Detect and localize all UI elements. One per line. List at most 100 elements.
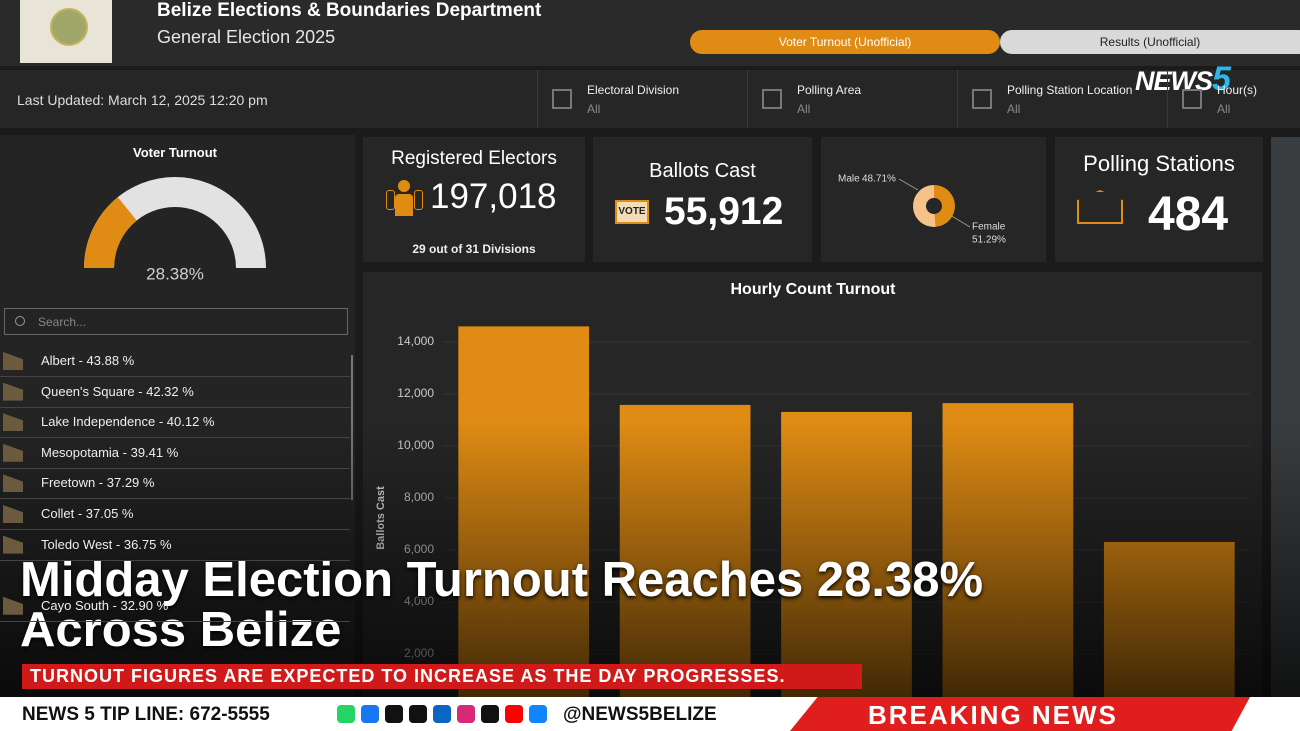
division-label: Freetown - 37.29 %: [41, 475, 155, 491]
logo-number: 5: [1212, 60, 1231, 98]
pie-category: Female: [972, 222, 1006, 233]
gauge-value: [84, 197, 138, 269]
social-icon: [433, 705, 451, 723]
pie-value-label: 51.29%: [972, 235, 1006, 246]
division-label: Mesopotamia - 39.41 %: [41, 444, 179, 460]
filter[interactable]: Hour(s) All: [1167, 70, 1300, 128]
filter-value: All: [587, 102, 601, 116]
division-label: Collet - 37.05 %: [41, 506, 134, 521]
division-label: Queen's Square - 42.32 %: [41, 383, 194, 399]
seal: [50, 8, 88, 46]
card-note: 29 out of 31 Divisions: [412, 242, 536, 256]
social-icon: [337, 705, 355, 723]
filter-icon: [762, 89, 782, 109]
people-icon: [386, 180, 423, 216]
filter-icon: [972, 89, 992, 109]
social-icon: [505, 705, 523, 723]
division-item[interactable]: Queen's Square - 42.32 %: [0, 377, 350, 408]
filter-label: Electoral Division: [587, 83, 680, 97]
filter-value: All: [797, 102, 811, 116]
division-label: Albert - 43.88 %: [41, 353, 135, 368]
folder-icon: [3, 596, 23, 615]
search-placeholder: Search...: [38, 315, 87, 329]
vote-icon: VOTE: [615, 200, 649, 224]
filter-icon: [552, 89, 572, 109]
social-icon: [361, 705, 379, 723]
card-ballots: [593, 137, 812, 262]
header-title: Belize Elections & Boundaries Department: [157, 0, 542, 21]
social-icon: [385, 705, 403, 723]
folder-icon: [3, 535, 23, 554]
filter-value: All: [1007, 102, 1021, 116]
last-updated: Last Updated: March 12, 2025 12:20 pm: [17, 92, 268, 108]
card-value: 55,912: [664, 190, 784, 233]
division-item[interactable]: Collet - 37.05 %: [0, 499, 350, 530]
headline-line: Midday Election Turnout Reaches 28.38%: [20, 553, 984, 607]
filter-bar: [0, 70, 1300, 128]
icon-part: [414, 190, 423, 210]
headline: Midday Election Turnout Reaches 28.38% A…: [20, 555, 983, 655]
gauge-title: Voter Turnout: [132, 145, 217, 160]
building-icon: [1077, 190, 1123, 224]
folder-icon: [3, 352, 23, 370]
card-gender: [821, 137, 1046, 262]
division-item[interactable]: Cayo South - 32.90 %: [0, 591, 350, 622]
chart-title: Hourly Count Turnout: [731, 281, 897, 298]
division-item[interactable]: Freetown - 37.29 %: [0, 468, 350, 500]
card-value: 197,018: [430, 177, 557, 216]
filter-icon: [1182, 89, 1202, 109]
filter-label: Hour(s): [1217, 83, 1258, 97]
folder-icon: [3, 474, 23, 493]
folder-icon: [3, 443, 23, 462]
tip-line: NEWS 5 TIP LINE: 672-5555: [22, 704, 270, 725]
pie-slice: [913, 185, 936, 227]
division-item[interactable]: Toledo West - 36.75 %: [0, 530, 350, 561]
pie-slice: [934, 185, 956, 227]
banner: BREAKING NEWS: [868, 700, 1118, 730]
tab-active[interactable]: Voter Turnout (Unofficial): [690, 30, 1000, 54]
department-logo: [20, 0, 112, 63]
filter-value: All: [1217, 102, 1231, 116]
search-icon: [15, 316, 25, 326]
card-stations: [1055, 137, 1263, 262]
banner-bg: [790, 697, 1250, 731]
filter[interactable]: Polling Station Location All: [957, 70, 1167, 128]
division-item[interactable]: Mesopotamia - 39.41 %: [0, 438, 350, 469]
filter[interactable]: Electoral Division All: [537, 70, 747, 128]
search-box[interactable]: Search...: [4, 308, 348, 335]
social-icon: [457, 705, 475, 723]
card-title: Registered Electors: [391, 148, 557, 169]
pie-leader: [898, 178, 919, 191]
pie-value-label: 48.71%: [862, 174, 896, 185]
folder-icon: [3, 413, 23, 432]
y-tick-label: 14,000: [397, 334, 434, 348]
pie-leader: [949, 214, 971, 228]
filter-label: Polling Area: [797, 83, 862, 97]
social-icon: [481, 705, 499, 723]
division-label: Toledo West - 36.75 %: [41, 536, 172, 552]
icon-part: [386, 190, 395, 210]
division-label: Lake Independence - 40.12 %: [41, 414, 215, 430]
filter-label: Polling Station Location: [1007, 83, 1133, 97]
handle: @NEWS5BELIZE: [563, 704, 717, 725]
social-icon: [409, 705, 427, 723]
card-title: Ballots Cast: [649, 160, 756, 182]
folder-icon: [3, 505, 23, 523]
filter[interactable]: Polling Area All: [747, 70, 957, 128]
folder-icon: [3, 382, 23, 401]
division-item[interactable]: Albert - 43.88 %: [0, 346, 350, 377]
division-item[interactable]: Lake Independence - 40.12 %: [0, 407, 350, 439]
ticker: TURNOUT FIGURES ARE EXPECTED TO INCREASE…: [22, 664, 862, 689]
card-title: Polling Stations: [1083, 151, 1235, 176]
gauge-label: 28.38%: [146, 264, 204, 283]
headline-line: Across Belize: [20, 603, 342, 657]
icon-part: [395, 194, 413, 216]
icon-part: [398, 180, 410, 192]
y-tick-label: 12,000: [397, 386, 434, 400]
social-icon: [529, 705, 547, 723]
tab[interactable]: Results (Unofficial): [1000, 30, 1300, 54]
division-label: Cayo South - 32.90 %: [41, 597, 169, 613]
pie-category: Male: [838, 174, 860, 185]
header-subtitle: General Election 2025: [157, 27, 336, 47]
